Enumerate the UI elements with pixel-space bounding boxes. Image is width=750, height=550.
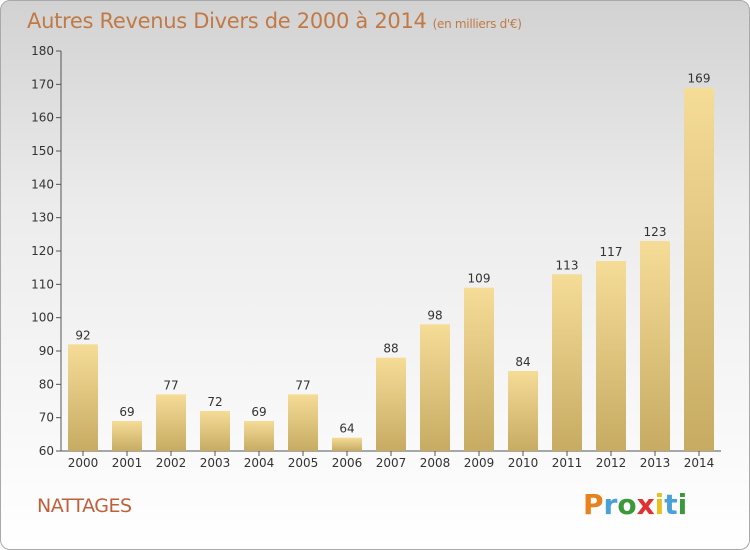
y-tick-label: 70 (39, 411, 54, 425)
bar-2008 (420, 324, 450, 451)
x-tick-label: 2003 (200, 456, 231, 470)
title-unit: (en milliers d'€) (432, 17, 522, 31)
bar-value-label: 113 (556, 258, 579, 272)
y-tick-label: 80 (39, 377, 54, 391)
bar-value-label: 92 (75, 328, 90, 342)
y-tick-label: 110 (31, 277, 54, 291)
y-tick-label: 120 (31, 244, 54, 258)
x-tick-label: 2008 (420, 456, 451, 470)
bar-value-label: 98 (427, 308, 442, 322)
bar-2013 (640, 241, 670, 451)
x-tick-label: 2009 (464, 456, 495, 470)
bar-value-label: 109 (468, 272, 491, 286)
x-tick-label: 2013 (640, 456, 671, 470)
x-tick-label: 2006 (332, 456, 363, 470)
bar-value-label: 64 (339, 422, 354, 436)
y-tick-label: 170 (31, 77, 54, 91)
commune-name: NATTAGES (37, 495, 132, 517)
y-tick-label: 150 (31, 144, 54, 158)
bar-2006 (332, 437, 362, 451)
y-tick-label: 100 (31, 311, 54, 325)
bar-2007 (376, 357, 406, 451)
bar-2004 (244, 421, 274, 451)
bar-value-label: 72 (207, 395, 222, 409)
chart-title: Autres Revenus Divers de 2000 à 2014 (en … (27, 9, 522, 33)
bar-value-label: 77 (163, 378, 178, 392)
y-tick-label: 180 (31, 44, 54, 58)
x-tick-label: 2007 (376, 456, 407, 470)
x-tick-label: 2014 (684, 456, 715, 470)
bar-2001 (112, 421, 142, 451)
x-tick-label: 2011 (552, 456, 583, 470)
x-tick-label: 2001 (112, 456, 143, 470)
y-tick-label: 140 (31, 177, 54, 191)
bar-value-label: 88 (383, 342, 398, 356)
bar-value-label: 69 (119, 405, 134, 419)
x-tick-label: 2010 (508, 456, 539, 470)
y-tick-label: 130 (31, 211, 54, 225)
bar-value-label: 169 (688, 72, 711, 86)
bar-value-label: 123 (644, 225, 667, 239)
y-tick-label: 160 (31, 111, 54, 125)
y-tick-label: 90 (39, 344, 54, 358)
proxiti-logo: Proxiti (583, 488, 688, 521)
bar-2012 (596, 261, 626, 451)
bar-2002 (156, 394, 186, 451)
bar-value-label: 117 (600, 245, 623, 259)
bar-value-label: 77 (295, 378, 310, 392)
x-tick-label: 2002 (156, 456, 187, 470)
y-tick-label: 60 (39, 444, 54, 458)
bar-2000 (68, 344, 98, 451)
x-tick-label: 2004 (244, 456, 275, 470)
x-tick-label: 2005 (288, 456, 319, 470)
bar-value-label: 84 (515, 355, 530, 369)
bar-2005 (288, 394, 318, 451)
bar-2014 (684, 87, 714, 452)
x-tick-label: 2000 (68, 456, 99, 470)
bar-value-label: 69 (251, 405, 266, 419)
bar-2009 (464, 287, 494, 451)
bar-2010 (508, 371, 538, 451)
x-tick-label: 2012 (596, 456, 627, 470)
bar-2011 (552, 274, 582, 451)
title-text: Autres Revenus Divers de 2000 à 2014 (27, 9, 427, 33)
bar-2003 (200, 411, 230, 451)
